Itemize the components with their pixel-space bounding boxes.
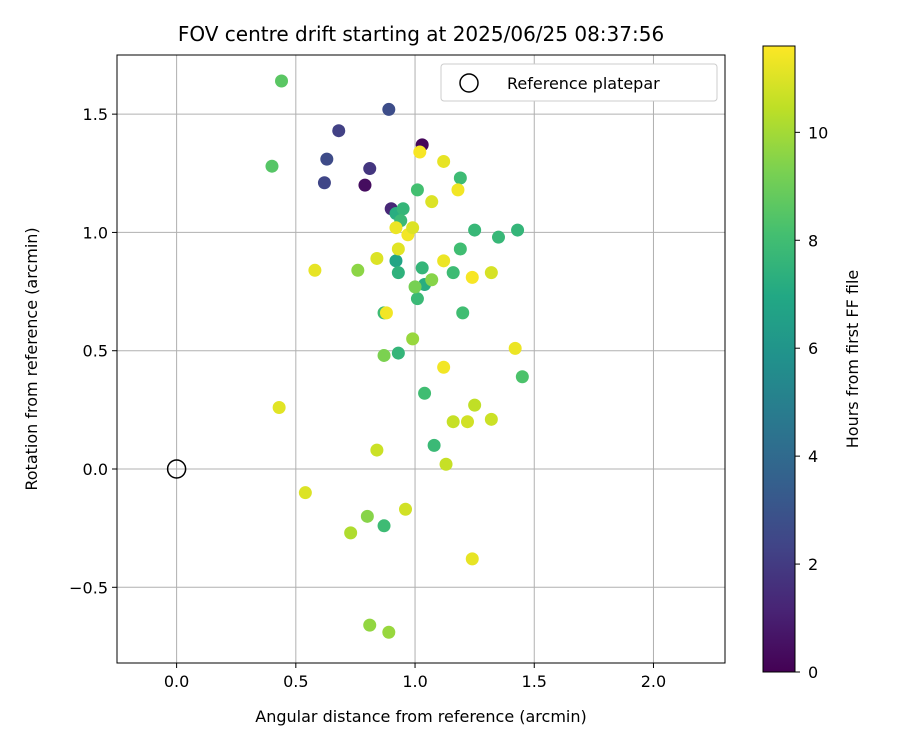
x-tick-label: 0.0: [164, 672, 189, 691]
data-point: [344, 526, 358, 540]
colorbar-tick-label: 10: [808, 123, 828, 142]
colorbar-label: Hours from first FF file: [843, 270, 862, 449]
x-axis-label: Angular distance from reference (arcmin): [255, 707, 586, 726]
data-point: [437, 360, 451, 374]
data-point: [382, 102, 396, 116]
data-point: [446, 415, 460, 429]
data-point: [508, 341, 522, 355]
y-tick-label: 1.5: [83, 105, 108, 124]
data-point: [511, 223, 525, 237]
legend-reference-icon: [459, 73, 479, 93]
data-point: [377, 348, 391, 362]
data-point: [425, 273, 439, 287]
data-point: [468, 223, 482, 237]
data-point: [377, 519, 391, 533]
data-point: [391, 346, 405, 360]
colorbar-tick-label: 2: [808, 555, 818, 574]
colorbar-gradient: [762, 45, 796, 673]
data-points: [265, 74, 529, 639]
data-point: [298, 486, 312, 500]
data-point: [308, 263, 322, 277]
legend-reference-label: Reference platepar: [507, 74, 660, 93]
data-point: [396, 202, 410, 216]
colorbar-tick-label: 8: [808, 231, 818, 250]
data-point: [465, 270, 479, 284]
x-tick-label: 1.0: [402, 672, 427, 691]
data-point: [415, 261, 429, 275]
data-point: [389, 254, 403, 268]
data-point: [379, 306, 393, 320]
data-point: [484, 266, 498, 280]
legend: Reference platepar: [440, 63, 718, 102]
data-point: [363, 162, 377, 176]
data-point: [406, 221, 420, 235]
colorbar-tick-label: 4: [808, 447, 818, 466]
data-point: [265, 159, 279, 173]
data-point: [370, 443, 384, 457]
data-point: [351, 263, 365, 277]
data-point: [317, 176, 331, 190]
data-point: [453, 242, 467, 256]
data-point: [410, 183, 424, 197]
data-point: [446, 266, 460, 280]
data-point: [465, 552, 479, 566]
data-point: [370, 251, 384, 265]
plot-area: 0.0 0.5 1.0 1.5 2.0 −0.5 0.0 0.5 1.0 1.5: [69, 54, 726, 691]
data-point: [427, 438, 441, 452]
data-point: [391, 242, 405, 256]
data-point: [391, 266, 405, 280]
data-point: [272, 400, 286, 414]
data-point: [460, 415, 474, 429]
data-point: [491, 230, 505, 244]
data-point: [332, 124, 346, 138]
y-tick-label: 0.0: [83, 460, 108, 479]
data-point: [320, 152, 334, 166]
data-point: [410, 292, 424, 306]
data-point: [451, 183, 465, 197]
data-point: [484, 412, 498, 426]
data-point: [418, 386, 432, 400]
data-point: [456, 306, 470, 320]
data-point: [515, 370, 529, 384]
data-point: [406, 332, 420, 346]
x-tick-label: 0.5: [283, 672, 308, 691]
data-point: [389, 221, 403, 235]
data-point: [453, 171, 467, 185]
y-axis-ticks: −0.5 0.0 0.5 1.0 1.5: [69, 105, 117, 597]
data-point: [382, 625, 396, 639]
data-point: [437, 154, 451, 168]
data-point: [413, 145, 427, 159]
data-point: [358, 178, 372, 192]
grid-lines: [117, 55, 725, 663]
data-point: [437, 254, 451, 268]
colorbar-ticks: 0 2 4 6 8 10: [795, 123, 828, 682]
data-point: [399, 502, 413, 516]
colorbar: 0 2 4 6 8 10 Hours from first FF file: [762, 45, 862, 682]
colorbar-tick-label: 0: [808, 663, 818, 682]
data-point: [363, 618, 377, 632]
y-tick-label: 0.5: [83, 342, 108, 361]
x-tick-label: 2.0: [641, 672, 666, 691]
plot-frame: [116, 54, 726, 664]
data-point: [439, 457, 453, 471]
data-point: [360, 509, 374, 523]
y-tick-label: −0.5: [69, 578, 108, 597]
y-tick-label: 1.0: [83, 223, 108, 242]
x-axis-ticks: 0.0 0.5 1.0 1.5 2.0: [164, 663, 666, 691]
legend-box: [440, 63, 718, 102]
data-point: [425, 195, 439, 209]
data-point: [275, 74, 289, 88]
data-point: [468, 398, 482, 412]
data-point: [408, 280, 422, 294]
reference-platepar-marker: [166, 459, 187, 479]
x-tick-label: 1.5: [522, 672, 547, 691]
colorbar-tick-label: 6: [808, 339, 818, 358]
chart-title: FOV centre drift starting at 2025/06/25 …: [178, 22, 664, 46]
y-axis-label: Rotation from reference (arcmin): [22, 227, 41, 490]
